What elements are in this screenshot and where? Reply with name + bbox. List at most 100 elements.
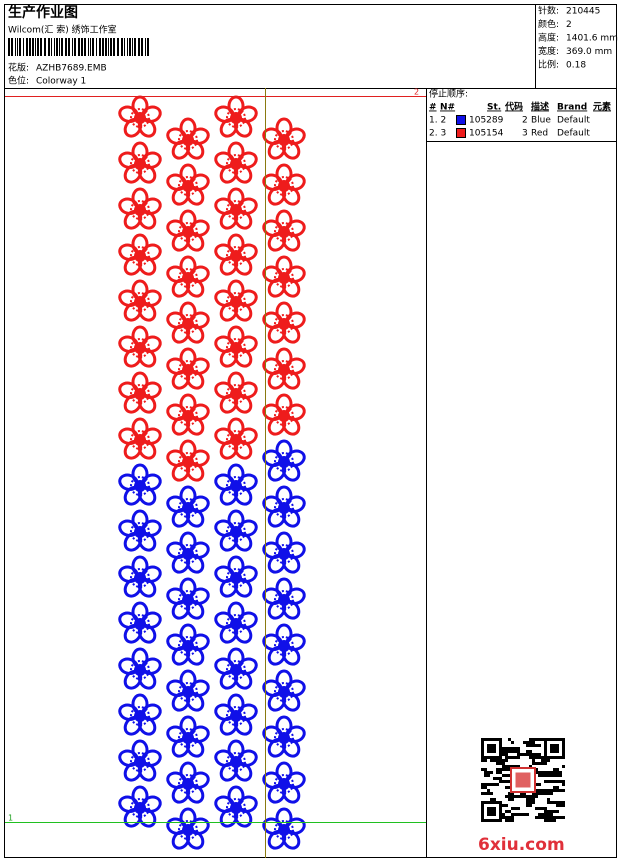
- qr-cell: [550, 792, 553, 795]
- qr-cell: [481, 786, 484, 789]
- qr-cell: [556, 810, 559, 813]
- qr-cell: [526, 804, 529, 807]
- flower-ring: [226, 338, 246, 358]
- qr-cell: [502, 804, 505, 807]
- qr-cell: [541, 738, 544, 741]
- qr-cell: [496, 759, 499, 762]
- flower: [118, 187, 162, 230]
- flower-center: [182, 640, 194, 652]
- flower-ring: [274, 222, 294, 242]
- flower: [214, 509, 258, 552]
- qr-cell: [547, 810, 550, 813]
- flower-center: [230, 112, 242, 124]
- qr-cell: [535, 753, 538, 756]
- qr-cell: [535, 807, 538, 810]
- flower: [214, 601, 258, 644]
- qr-cell: [544, 792, 547, 795]
- qr-finder: [481, 801, 502, 822]
- flower-center: [278, 686, 290, 698]
- bar: [121, 38, 123, 56]
- flower-ring: [226, 154, 246, 174]
- qr-cell: [490, 783, 493, 786]
- qr-cell: [535, 756, 538, 759]
- bar: [26, 38, 28, 56]
- flower-ring: [226, 200, 246, 220]
- qr-cell: [553, 819, 556, 822]
- column-header: #: [429, 103, 437, 113]
- flower-center: [182, 272, 194, 284]
- qr-cell: [559, 816, 562, 819]
- flower-center: [278, 640, 290, 652]
- flower-center: [278, 778, 290, 790]
- qr-cell: [553, 774, 556, 777]
- flower-ring: [178, 636, 198, 656]
- flower: [262, 301, 306, 344]
- qr-cell: [511, 813, 514, 816]
- qr-cell: [541, 813, 544, 816]
- qr-finder-core: [550, 744, 559, 753]
- flower-ring: [130, 752, 150, 772]
- description: Red: [531, 129, 548, 139]
- flower: [166, 531, 210, 574]
- bar: [138, 38, 140, 56]
- flower-ring: [274, 130, 294, 150]
- qr-cell: [544, 813, 547, 816]
- flower: [262, 117, 306, 160]
- qr-cell: [511, 807, 514, 810]
- qr-cell: [529, 798, 532, 801]
- qr-cell: [556, 816, 559, 819]
- qr-cell: [559, 771, 562, 774]
- qr-cell: [532, 795, 535, 798]
- qr-cell: [541, 774, 544, 777]
- flower: [262, 761, 306, 804]
- qr-cell: [481, 759, 484, 762]
- bar: [113, 38, 115, 56]
- flower-ring: [274, 176, 294, 196]
- bar: [19, 38, 21, 56]
- qr-cell: [538, 756, 541, 759]
- qr-cell: [547, 759, 550, 762]
- qr-cell: [532, 741, 535, 744]
- qr-cell: [487, 783, 490, 786]
- stat-value: 0.18: [566, 61, 586, 71]
- flower-ring: [130, 246, 150, 266]
- qr-cell: [535, 789, 538, 792]
- code: 105289: [469, 116, 504, 126]
- flower: [166, 577, 210, 620]
- flower: [214, 463, 258, 506]
- flower-ring: [274, 636, 294, 656]
- flower-ring: [178, 268, 198, 288]
- qr-cell: [514, 765, 517, 768]
- qr-cell: [508, 792, 511, 795]
- flower-center: [230, 664, 242, 676]
- code-num: 3: [522, 129, 528, 139]
- flower-center: [230, 526, 242, 538]
- qr-cell: [556, 780, 559, 783]
- flower: [118, 325, 162, 368]
- flower-ring: [226, 752, 246, 772]
- flower-center: [134, 158, 146, 170]
- qr-cell: [556, 801, 559, 804]
- qr-cell: [517, 753, 520, 756]
- flower-center: [134, 112, 146, 124]
- qr-cell: [562, 780, 565, 783]
- qr-cell: [544, 771, 547, 774]
- qr-cell: [493, 783, 496, 786]
- bar: [88, 38, 89, 56]
- swatch: [456, 115, 466, 125]
- flower-ring: [226, 798, 246, 818]
- flower-center: [182, 594, 194, 606]
- flower: [166, 117, 210, 160]
- flower-ring: [274, 314, 294, 334]
- flower-ring: [274, 360, 294, 380]
- bar: [110, 38, 112, 56]
- qr-cell: [532, 792, 535, 795]
- qr-cell: [517, 750, 520, 753]
- qr-cell: [508, 810, 511, 813]
- qr-cell: [553, 780, 556, 783]
- qr-cell: [523, 753, 526, 756]
- bar: [35, 38, 36, 56]
- colorway: Colorway 1: [36, 77, 86, 87]
- flower: [214, 95, 258, 138]
- qr-cell: [529, 804, 532, 807]
